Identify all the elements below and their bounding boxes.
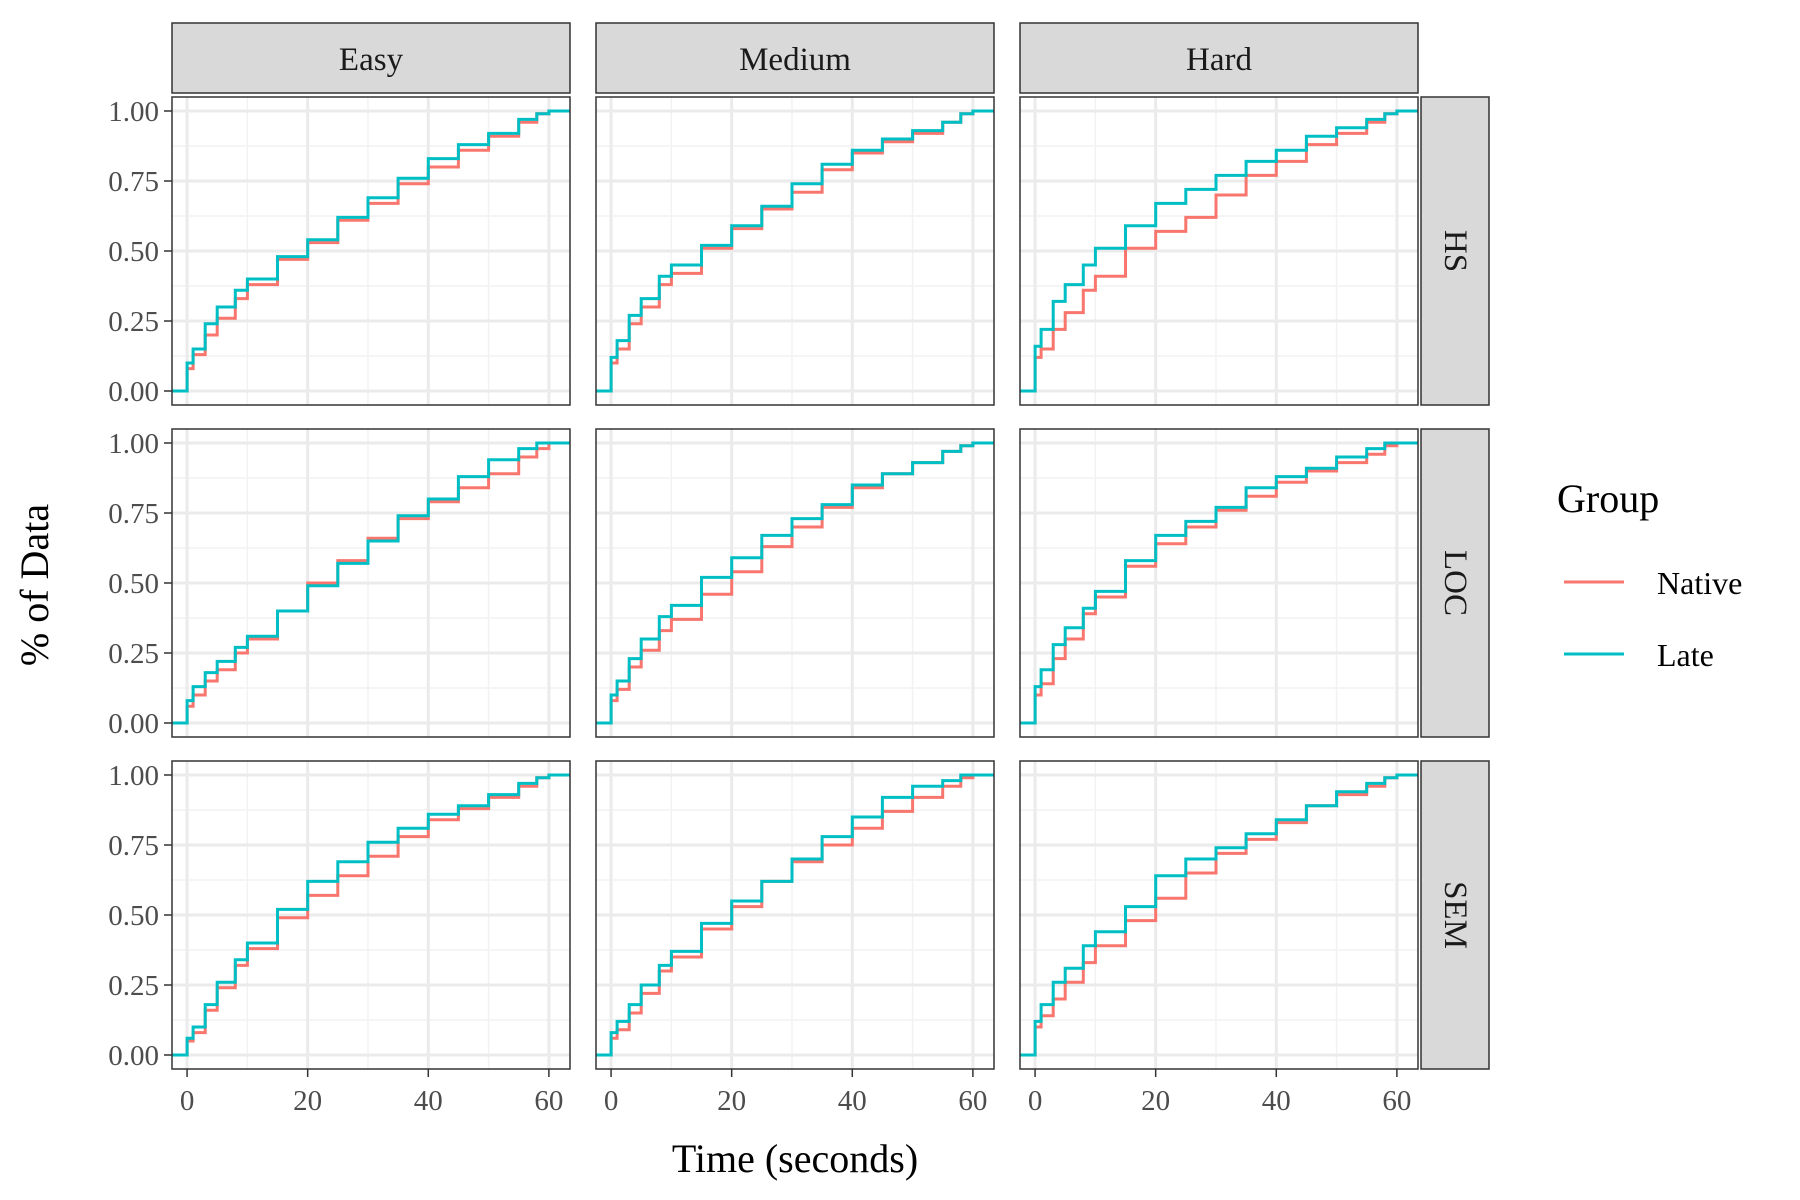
panel-border bbox=[595, 428, 995, 738]
series-line-late bbox=[1020, 109, 1418, 393]
panel bbox=[595, 96, 995, 406]
x-tick-label: 40 bbox=[414, 1085, 443, 1117]
column-strip-label: Easy bbox=[339, 42, 404, 78]
panel-border bbox=[1019, 96, 1419, 406]
series-line-late bbox=[172, 441, 570, 725]
y-tick-label: 0.25 bbox=[108, 306, 159, 338]
column-strip bbox=[171, 22, 571, 94]
column-strip bbox=[595, 22, 995, 94]
y-tick-label: 0.00 bbox=[108, 708, 159, 740]
legend: Group Native Late bbox=[1557, 476, 1742, 673]
x-tick-label: 40 bbox=[1262, 1085, 1291, 1117]
x-tick-label: 20 bbox=[293, 1085, 322, 1117]
series-line-late bbox=[596, 441, 994, 725]
panel: 0.00 0.25 0.50 0.75 1.00 0 20 40 60 bbox=[108, 760, 571, 1117]
panel bbox=[595, 428, 995, 738]
x-tick-label: 40 bbox=[838, 1085, 867, 1117]
y-axis-title: % of Data bbox=[12, 504, 57, 666]
series-line-late bbox=[172, 109, 570, 393]
x-tick-label: 60 bbox=[1382, 1085, 1411, 1117]
x-tick-label: 0 bbox=[604, 1085, 619, 1117]
legend-label-late: Late bbox=[1657, 637, 1714, 673]
y-tick-label: 0.25 bbox=[108, 638, 159, 670]
x-tick-label: 60 bbox=[534, 1085, 563, 1117]
x-tick-label: 20 bbox=[717, 1085, 746, 1117]
row-strip bbox=[1420, 96, 1490, 406]
legend-title: Group bbox=[1557, 476, 1659, 521]
column-strip bbox=[1019, 22, 1419, 94]
y-tick-label: 0.50 bbox=[108, 236, 159, 268]
series-line-late bbox=[1020, 441, 1418, 725]
y-tick-label: 0.75 bbox=[108, 166, 159, 198]
column-strip-label: Hard bbox=[1186, 42, 1252, 78]
series-line-late bbox=[1020, 773, 1418, 1057]
row-strip-label: LOC bbox=[1437, 550, 1473, 616]
x-tick-label: 0 bbox=[1028, 1085, 1043, 1117]
y-tick-label: 0.00 bbox=[108, 376, 159, 408]
legend-label-native: Native bbox=[1657, 565, 1742, 601]
row-strip bbox=[1420, 760, 1490, 1070]
row-strip bbox=[1420, 428, 1490, 738]
panel bbox=[1019, 96, 1419, 406]
column-strip-label: Medium bbox=[739, 42, 851, 78]
series-line-late bbox=[596, 773, 994, 1057]
panel: 0 20 40 60 bbox=[595, 760, 995, 1117]
x-tick-label: 0 bbox=[180, 1085, 195, 1117]
series-line-late bbox=[596, 109, 994, 393]
row-strip-label: SEM bbox=[1437, 881, 1473, 949]
panel-border bbox=[595, 96, 995, 406]
y-tick-label: 0.50 bbox=[108, 568, 159, 600]
panel: 0.00 0.25 0.50 0.75 1.00 bbox=[108, 96, 571, 408]
y-tick-label: 1.00 bbox=[108, 760, 159, 792]
y-tick-label: 1.00 bbox=[108, 428, 159, 460]
panel: 0.00 0.25 0.50 0.75 1.00 bbox=[108, 428, 571, 740]
series-line-late bbox=[172, 773, 570, 1057]
panel bbox=[1019, 428, 1419, 738]
panel-border bbox=[595, 760, 995, 1070]
y-tick-label: 0.50 bbox=[108, 900, 159, 932]
x-axis-title: Time (seconds) bbox=[672, 1136, 918, 1181]
y-tick-label: 0.00 bbox=[108, 1040, 159, 1072]
x-tick-label: 20 bbox=[1141, 1085, 1170, 1117]
y-tick-label: 0.75 bbox=[108, 830, 159, 862]
panel: 0 20 40 60 bbox=[1019, 760, 1419, 1117]
panel-border bbox=[1019, 760, 1419, 1070]
y-tick-label: 0.25 bbox=[108, 970, 159, 1002]
row-strip-label: HS bbox=[1437, 230, 1473, 272]
panels-layer: Easy Medium Hard HS LOC SEM 0.00 0.25 0.50 0.75 1.… bbox=[108, 22, 1490, 1117]
y-tick-label: 0.75 bbox=[108, 498, 159, 530]
series-line-native bbox=[1020, 109, 1418, 393]
panel-border bbox=[1019, 428, 1419, 738]
y-tick-label: 1.00 bbox=[108, 96, 159, 128]
x-tick-label: 60 bbox=[958, 1085, 987, 1117]
